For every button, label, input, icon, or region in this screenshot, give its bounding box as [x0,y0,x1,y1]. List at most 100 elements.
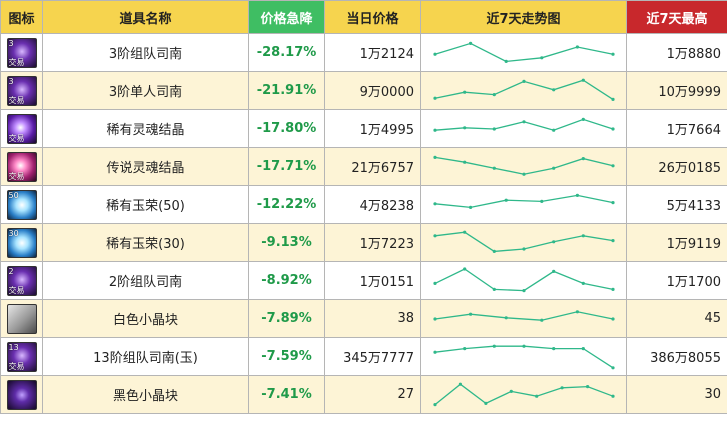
price-drop-value: -8.92% [248,261,325,300]
table-row: 3 交易 3阶单人司南 -21.91% 9万0000 10万9999 [0,71,727,110]
header-icon: 图标 [0,0,43,34]
trend-point [469,205,473,209]
seven-day-max: 1万8880 [626,33,727,72]
trend-line [434,382,614,405]
seven-day-max: 1万9119 [626,223,727,262]
trend-point [611,394,615,398]
trend-point [492,249,496,253]
trend-point [581,346,585,350]
tradeable-badge: 交易 [8,57,25,67]
trend-point [433,128,437,132]
price-drop-value: -7.59% [248,337,325,376]
trend-point [611,287,615,291]
trend-sparkline-cell [420,109,627,148]
trend-point [433,96,437,100]
trend-point [463,125,467,129]
trend-point [469,41,473,45]
white-cube-icon [6,303,37,334]
icon-cell: 50 [0,185,43,224]
trend-point [611,238,615,242]
trend-point [611,163,615,167]
tradeable-badge: 交易 [8,133,25,143]
trend-point [504,198,508,202]
seven-day-max: 45 [626,299,727,338]
price-drop-value: -17.80% [248,109,325,148]
trend-point [484,401,488,405]
trend-sparkline-cell [420,147,627,186]
trend-point [552,128,556,132]
purple-box-icon: 2 交易 [6,265,37,296]
trend-point [581,233,585,237]
purple-box-icon: 13 交易 [6,341,37,372]
purple-box-icon: 3 交易 [6,37,37,68]
trend-point [433,281,437,285]
icon-cell: 30 [0,223,43,262]
price-drop-value: -21.91% [248,71,325,110]
trend-point [575,309,579,313]
item-name: 2阶组队司南 [42,261,249,300]
trend-point [433,233,437,237]
trend-point [522,288,526,292]
icon-cell: 13 交易 [0,337,43,376]
trend-point [552,166,556,170]
trend-line [434,156,614,175]
trend-point [552,239,556,243]
seven-day-max: 26万0185 [626,147,727,186]
price-drop-value: -7.41% [248,375,325,414]
black-cube-icon [6,379,37,410]
item-name: 3阶组队司南 [42,33,249,72]
current-price: 9万0000 [324,71,421,110]
item-name: 3阶单人司南 [42,71,249,110]
icon-cell: 交易 [0,147,43,186]
item-level-label: 2 [8,266,14,276]
current-price: 345万7777 [324,337,421,376]
trend-line [434,267,614,291]
blue-gem-icon: 50 [6,189,37,220]
trend-point [575,193,579,197]
trend-point [458,382,462,386]
table-row: 白色小晶块 -7.89% 38 45 [0,299,727,338]
trend-point [522,246,526,251]
table-row: 3 交易 3阶组队司南 -28.17% 1万2124 1万8880 [0,33,727,72]
trend-sparkline-cell [420,299,627,338]
current-price: 27 [324,375,421,414]
current-price: 1万2124 [324,33,421,72]
trend-sparkline-cell [420,185,627,224]
trend-point [611,200,615,204]
current-price: 1万4995 [324,109,421,148]
header-price: 当日价格 [324,0,421,34]
trend-sparkline-cell [420,71,627,110]
table-row: 交易 传说灵魂结晶 -17.71% 21万6757 26万0185 [0,147,727,186]
trend-point [522,79,526,83]
trend-point [504,59,508,63]
trend-point [463,160,467,164]
trend-point [552,269,556,273]
trend-point [552,346,556,350]
trend-sparkline [433,78,615,101]
trend-point [433,350,437,354]
item-level-label: 30 [8,228,19,238]
pink-orb-icon: 交易 [6,151,37,182]
trend-point [611,126,615,131]
trend-point [581,78,585,82]
icon-cell: 3 交易 [0,71,43,110]
item-name: 稀有玉荣(50) [42,185,249,224]
trend-point [611,97,615,101]
trend-point [492,287,496,291]
item-level-label: 13 [8,342,19,352]
table-header-row: 图标 道具名称 价格急降 当日价格 近7天走势图 近7天最高 [0,0,727,34]
icon-cell [0,299,43,338]
trend-point [492,344,496,348]
trend-point [581,281,585,285]
trend-point [504,315,508,319]
item-name: 稀有玉荣(30) [42,223,249,262]
seven-day-max: 1万1700 [626,261,727,300]
seven-day-max: 1万7664 [626,109,727,148]
trend-sparkline [433,309,615,322]
trend-point [611,316,615,321]
trend-point [522,344,526,348]
header-drop: 价格急降 [248,0,325,34]
item-name: 传说灵魂结晶 [42,147,249,186]
table-row: 50 稀有玉荣(50) -12.22% 4万8238 5万4133 [0,185,727,224]
trend-point [463,230,467,234]
